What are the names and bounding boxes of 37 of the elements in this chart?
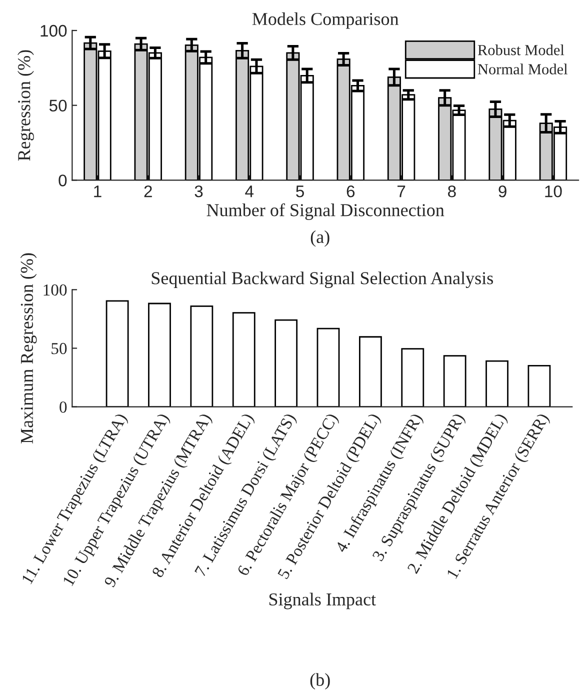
bar (358, 336, 382, 407)
bar (106, 300, 129, 407)
bar (401, 348, 424, 407)
chart-title: Sequential Backward Signal Selection Analysis (152, 272, 493, 288)
bar (316, 328, 340, 407)
bar (274, 319, 298, 407)
y-tick-label: 100 (40, 24, 67, 37)
chart-title: Models Comparison (252, 12, 399, 29)
legend-label: Normal Model (478, 64, 568, 74)
y-axis-title: Maximum Regression (%) (20, 253, 37, 444)
y-axis-title: Regression (%) (18, 50, 34, 161)
bar (232, 312, 256, 407)
y-tick-label: 0 (58, 174, 67, 186)
bar (148, 302, 171, 407)
x-tick-label: 2 (144, 185, 152, 198)
bar (443, 355, 466, 407)
text: (a) (310, 230, 330, 247)
y-tick-label: 50 (49, 100, 67, 112)
x-tick-label: 1 (94, 186, 102, 198)
text: (b) (310, 673, 330, 690)
x-axis-title: Signals Impact (269, 592, 376, 610)
legend-label: Robust Model (478, 44, 564, 56)
bar (190, 305, 214, 407)
y-tick-label: 0 (60, 401, 67, 413)
x-axis-title: Number of Signal Disconnection (206, 203, 444, 220)
x-tick-label: 3 (194, 185, 203, 198)
bar (528, 364, 551, 407)
x-tick-label: 8 (448, 185, 456, 198)
x-tick-label: 4 (245, 186, 254, 198)
x-tick-label: 10 (545, 185, 562, 198)
y-tick-label: 100 (44, 284, 67, 296)
y-tick-label: 50 (52, 342, 67, 354)
x-tick-label: 5 (296, 186, 304, 198)
x-tick-label: 7 (398, 186, 406, 198)
x-tick-label: 9 (498, 185, 506, 198)
bar (486, 360, 508, 407)
x-tick-label: 6 (346, 185, 355, 198)
